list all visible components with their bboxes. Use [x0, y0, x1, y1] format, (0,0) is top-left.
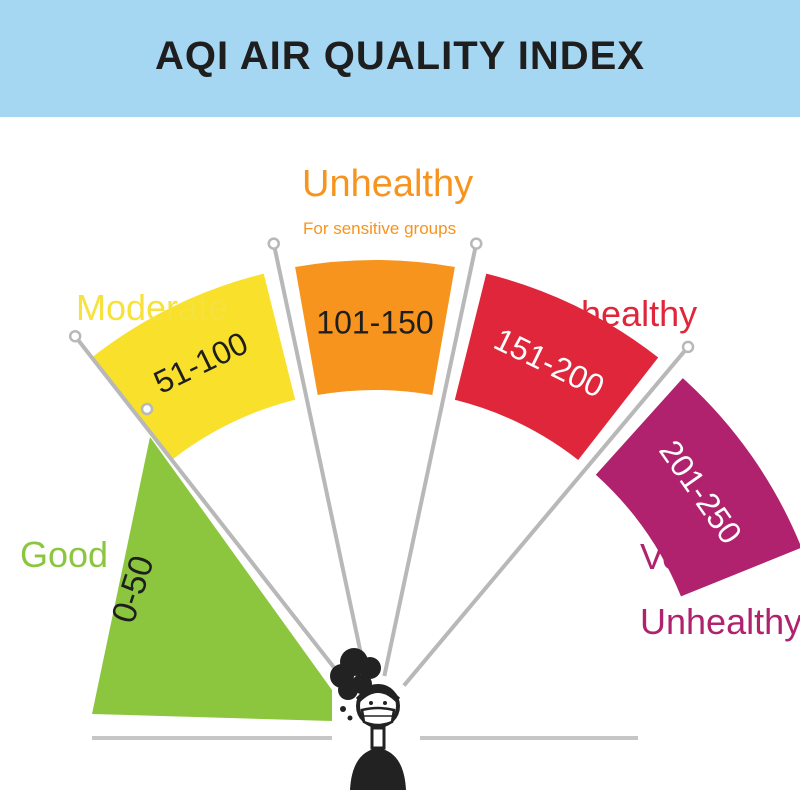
needle-uhs-uh-tip — [470, 237, 483, 250]
category-label-good: Good — [20, 534, 109, 575]
needle-moderate-uhs-tip — [267, 237, 280, 250]
needle-uh-vu — [402, 345, 690, 687]
smog-cloud-icon — [330, 648, 381, 721]
segment-good — [92, 437, 332, 721]
gauge-needles — [68, 237, 695, 687]
masked-person-icon — [350, 684, 406, 790]
category-label-unhealthy-sensitive: Unhealthy — [302, 163, 474, 205]
segment-very-unhealthy — [595, 378, 800, 597]
category-label-very-unhealthy-line2: Unhealthy — [640, 601, 800, 642]
needle-good-moderate — [73, 335, 349, 686]
header-banner — [0, 0, 800, 117]
needle-moderate-uhs — [271, 243, 368, 677]
needle-uhs-uh — [382, 243, 479, 677]
segment-unhealthy-sensitive — [295, 260, 455, 396]
needle-good-left-tip — [140, 402, 154, 416]
segment-unhealthy — [454, 273, 659, 460]
category-sublabel-sensitive-groups: For sensitive groups — [303, 219, 457, 238]
needle-good-moderate-tip — [68, 329, 82, 343]
needle-uh-vu-tip — [681, 340, 695, 354]
category-label-moderate: Moderate — [76, 287, 229, 328]
category-label-unhealthy: Unhealthy — [535, 293, 698, 334]
range-unhealthy-sensitive: 101-150 — [316, 304, 433, 340]
category-label-very-unhealthy-line1: Very — [640, 536, 713, 577]
page-title: AQI AIR QUALITY INDEX — [155, 34, 645, 78]
